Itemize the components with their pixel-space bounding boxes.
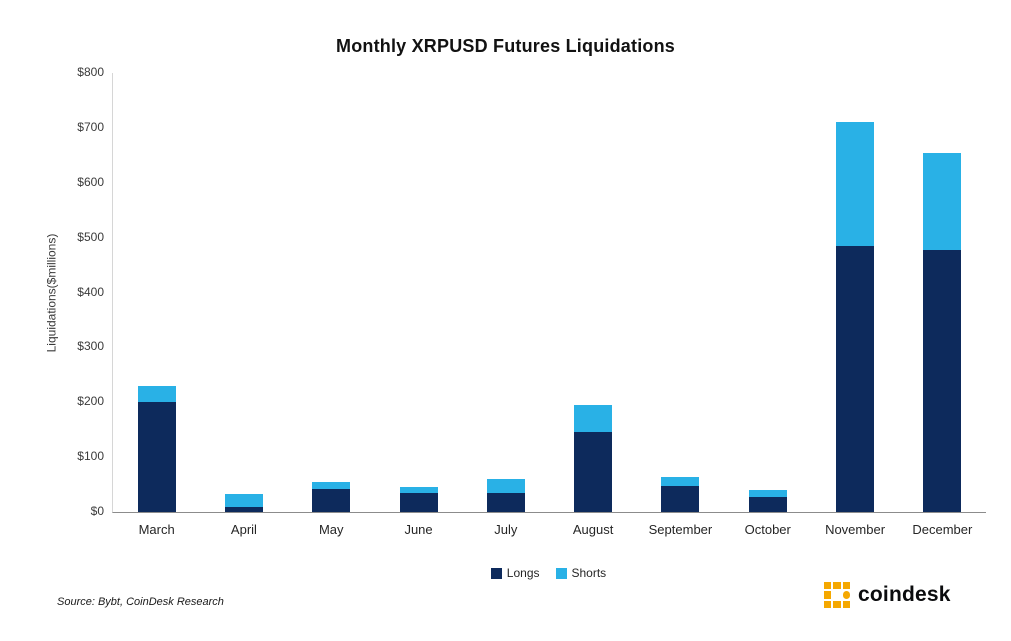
x-axis-label: December (912, 522, 973, 537)
bar-segment-longs (399, 492, 438, 512)
coindesk-logo: coindesk (824, 582, 951, 608)
bar-segment-shorts (574, 405, 613, 433)
bar-segment-longs (836, 245, 875, 512)
bar-stack-september (661, 477, 700, 512)
bar-stack-november (836, 122, 875, 512)
bar-stack-may (312, 481, 351, 512)
legend-label: Longs (506, 566, 540, 580)
x-axis-label: June (404, 522, 433, 537)
bar-segment-longs (923, 250, 962, 512)
bar-segment-shorts (486, 479, 525, 493)
legend-item-shorts: Shorts (555, 566, 607, 580)
y-tick-label: $600 (77, 174, 104, 189)
bar-segment-shorts (836, 122, 875, 246)
coindesk-logo-text: coindesk (858, 583, 951, 606)
x-axis-label: March (138, 522, 175, 537)
chart-legend: Longs Shorts (112, 566, 985, 580)
chart-title: Monthly XRPUSD Futures Liquidations (336, 36, 675, 56)
legend-item-longs: Longs (490, 566, 540, 580)
x-axis-label: July (494, 522, 518, 537)
bar-segment-shorts (399, 487, 438, 493)
bar-segment-shorts (137, 385, 176, 403)
x-axis-label: September (648, 522, 713, 537)
bar-stack-july (486, 479, 525, 512)
bar-segment-shorts (312, 481, 351, 489)
bar-stack-october (748, 490, 787, 512)
bar-segment-longs (486, 492, 525, 512)
legend-swatch (555, 567, 567, 579)
bar-segment-longs (312, 488, 351, 512)
y-tick-label: $200 (77, 394, 104, 409)
plot-area: March April May June July August September Octo… (112, 73, 986, 537)
y-tick-label: $0 (90, 504, 104, 518)
bar-segment-shorts (923, 152, 962, 251)
bar-stack-june (399, 487, 438, 512)
y-tick-label: $500 (77, 229, 104, 244)
bar-segment-longs (661, 486, 700, 512)
y-tick-label: $800 (77, 65, 104, 79)
source-note: Source: Bybt, CoinDesk Research (57, 596, 224, 608)
bar-segment-longs (137, 402, 176, 512)
bar-stack-march (137, 385, 176, 512)
y-tick-label: $100 (77, 449, 104, 464)
x-axis-label: November (825, 522, 886, 537)
x-axis-label: April (230, 522, 257, 537)
bar-segment-shorts (661, 477, 700, 487)
y-tick-label: $400 (77, 284, 104, 299)
bar-stack-august (574, 405, 613, 512)
y-axis-tick-labels: $0 $100 $200 $300 $400 $500 $600 $700 $800 (0, 65, 104, 518)
x-axis-label: May (318, 522, 344, 537)
bar-segment-longs (224, 506, 263, 512)
bar-stack-april (224, 494, 263, 512)
y-tick-label: $300 (77, 339, 104, 354)
bar-segment-longs (748, 496, 787, 512)
x-axis-label: August (572, 522, 614, 537)
bar-segment-shorts (224, 494, 263, 507)
bar-stack-december (923, 152, 962, 512)
x-axis-label: October (744, 522, 791, 537)
coindesk-logo-icon (824, 582, 850, 608)
legend-label: Shorts (571, 566, 607, 580)
bar-segment-longs (574, 432, 613, 512)
y-tick-label: $700 (77, 119, 104, 134)
legend-swatch (490, 567, 502, 579)
bar-segment-shorts (748, 490, 787, 497)
